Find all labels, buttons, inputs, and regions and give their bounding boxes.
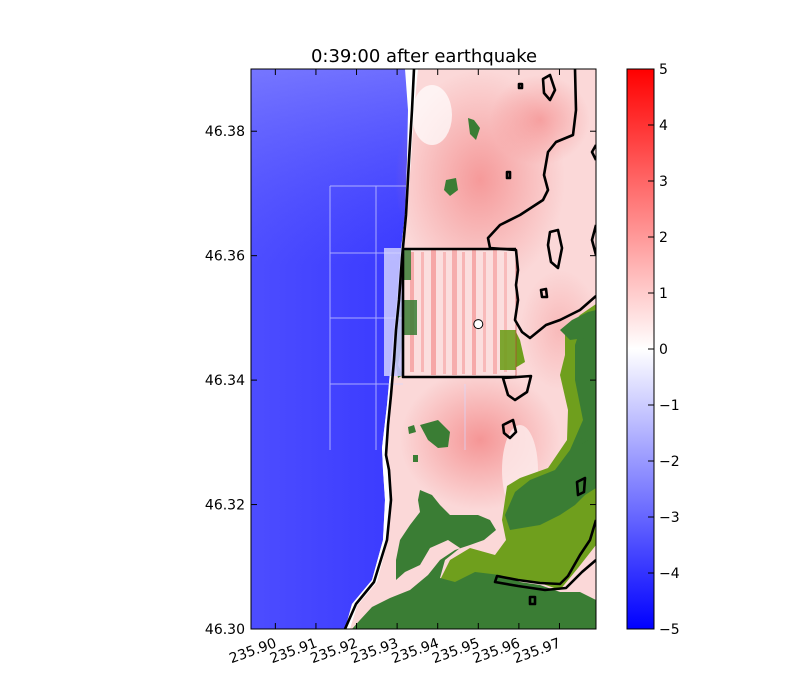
inundation-high-zone — [490, 75, 590, 165]
colorbar-tick-label: 0 — [659, 342, 668, 358]
colorbar-tick-label: −1 — [659, 398, 680, 414]
observation-point-marker[interactable] — [473, 319, 484, 330]
contour-loop — [541, 73, 557, 102]
colorbar-tick-label: −4 — [659, 566, 680, 582]
chart-title: 0:39:00 after earthquake — [311, 46, 537, 67]
y-tick-label: 46.34 — [205, 373, 245, 389]
near-zero-zone — [412, 85, 452, 145]
shoreline-contours — [343, 69, 596, 629]
contour-loop — [528, 595, 537, 606]
contour-loop — [501, 418, 518, 440]
land-patch — [580, 428, 588, 444]
land-patch — [444, 178, 458, 196]
land-patch — [413, 455, 418, 462]
land-area — [505, 310, 596, 530]
contour-loop — [546, 228, 564, 270]
x-tick-label: 235.97 — [511, 635, 563, 667]
colorbar-tick-label: −3 — [659, 510, 680, 526]
land-area — [560, 310, 596, 340]
contour-loop — [575, 476, 587, 497]
land-patch — [408, 425, 416, 434]
y-tick-label: 46.38 — [205, 124, 245, 140]
fine-grid-patch — [384, 248, 402, 376]
contour-loop — [590, 144, 596, 161]
land-patch — [420, 420, 450, 448]
colorbar-axis: 5 4 3 2 1 0 −1 −2 −3 −4 −5 — [648, 62, 680, 638]
colorbar-tick-label: 3 — [659, 174, 668, 190]
colorbar-tick-label: 1 — [659, 286, 668, 302]
contour-loop — [590, 224, 596, 256]
contour-loop — [501, 374, 533, 402]
land-area — [352, 490, 596, 629]
colorbar-tick-label: 4 — [659, 118, 668, 134]
map-plot — [251, 69, 596, 629]
fine-grid-green — [403, 250, 411, 280]
fine-grid-green — [403, 300, 417, 335]
shoreline-main — [343, 69, 416, 629]
refinement-grid-lines — [329, 185, 466, 450]
land-patch — [468, 118, 480, 140]
y-tick-label: 46.36 — [205, 249, 245, 265]
colorbar-tick-label: 2 — [659, 230, 668, 246]
contour-loop — [539, 287, 549, 299]
contour-south — [493, 519, 596, 592]
y-axis: 46.30 46.32 46.34 46.36 46.38 — [205, 124, 596, 638]
contour-loop — [517, 82, 524, 90]
plot-frame — [250, 68, 597, 630]
y-tick-label: 46.30 — [205, 622, 245, 638]
colorbar-tick-label: 5 — [659, 62, 668, 78]
contour-loop — [505, 170, 512, 180]
colorbar-tick-label: −2 — [659, 454, 680, 470]
colorbar-tick-label: −5 — [659, 622, 680, 638]
y-tick-label: 46.32 — [205, 498, 245, 514]
contour-inset — [401, 247, 516, 379]
dry-land — [440, 304, 596, 590]
fine-grid-green — [500, 330, 516, 370]
fine-grid-inset — [403, 249, 516, 377]
